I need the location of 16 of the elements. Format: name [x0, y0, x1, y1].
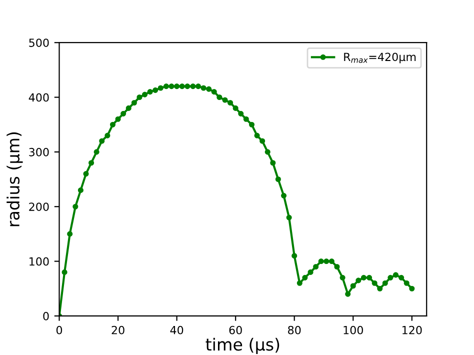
- y-tick-label: 500: [29, 38, 49, 47]
- y-tick-label: 0: [43, 312, 49, 320]
- x-tick-label: 100: [344, 326, 363, 334]
- y-axis-title: radius (μm): [6, 132, 23, 226]
- y-tick-label: 400: [28, 93, 49, 102]
- x-axis-title: time (μs): [206, 338, 280, 354]
- x-tick-label: 60: [229, 326, 242, 334]
- y-tick-label: 100: [30, 257, 49, 266]
- y-tick-label: 200: [29, 202, 49, 211]
- legend-label: R$_{max}$=420μm: [344, 52, 416, 64]
- x-tick-label: 40: [170, 326, 184, 334]
- x-tick-label: 0: [56, 326, 62, 334]
- x-tick-label: 80: [288, 326, 301, 334]
- y-tick-label: 300: [29, 148, 49, 156]
- x-tick-label: 120: [402, 326, 422, 334]
- x-tick-label: 20: [112, 326, 124, 334]
